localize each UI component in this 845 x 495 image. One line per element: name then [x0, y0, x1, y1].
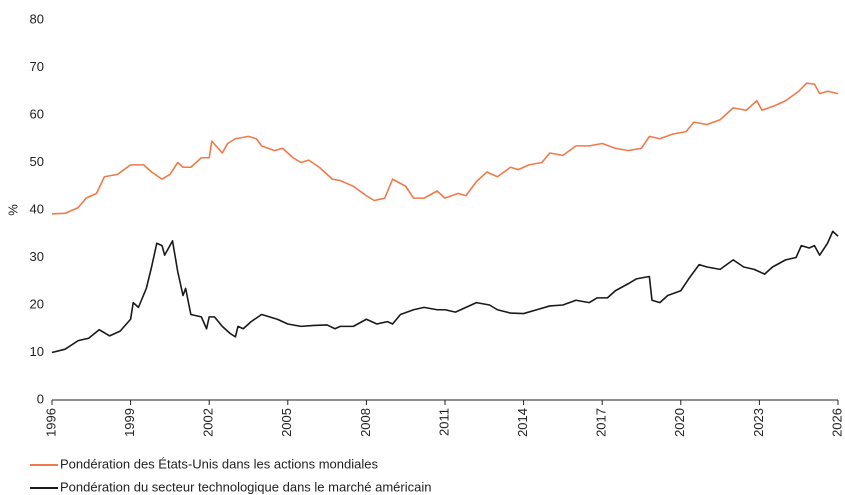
y-tick-label: 40 — [30, 201, 44, 216]
x-tick-label: 1996 — [43, 408, 58, 437]
series-line — [51, 230, 839, 354]
x-tick-label: 2020 — [672, 408, 687, 437]
x-tick-label: 2023 — [751, 408, 766, 437]
y-tick-label: 30 — [30, 249, 44, 264]
x-tick-label: 2014 — [515, 408, 530, 437]
y-tick-label: 50 — [30, 154, 44, 169]
x-tick-label: 2017 — [594, 408, 609, 437]
x-tick-label: 2005 — [279, 408, 294, 437]
x-tick-label: 1999 — [122, 408, 137, 437]
y-tick-label: 10 — [30, 344, 44, 359]
y-tick-label: 20 — [30, 296, 44, 311]
y-tick-label: 60 — [30, 106, 44, 121]
y-tick-label: 80 — [30, 11, 44, 26]
series-line — [51, 82, 839, 215]
legend-label: Pondération du secteur technologique dan… — [60, 479, 431, 494]
y-axis-label: % — [5, 204, 20, 216]
y-tick-label: 70 — [30, 59, 44, 74]
y-tick-label: 0 — [37, 391, 44, 406]
x-tick-label: 2011 — [436, 408, 451, 436]
legend-label: Pondération des États-Unis dans les acti… — [60, 456, 378, 471]
x-tick-label: 2002 — [201, 408, 216, 437]
x-tick-label: 2026 — [829, 408, 844, 437]
x-tick-label: 2008 — [358, 408, 373, 437]
